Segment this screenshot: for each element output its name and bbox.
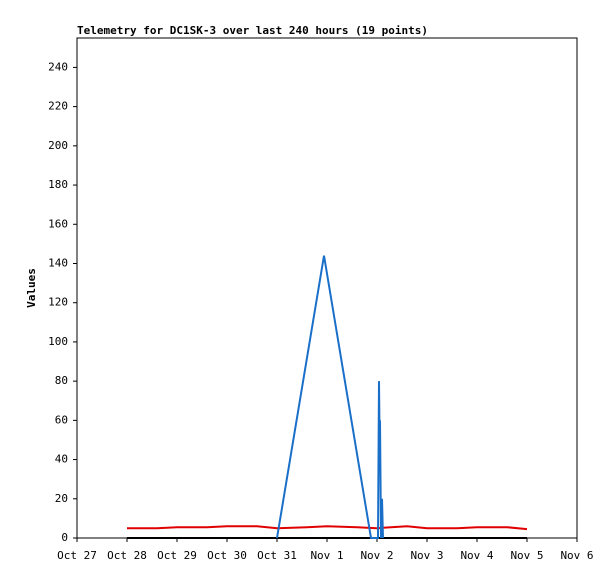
x-tick-label: Nov 4	[460, 549, 493, 562]
y-tick-label: 60	[55, 413, 68, 426]
x-tick-label: Oct 30	[207, 549, 247, 562]
y-tick-label: 140	[48, 256, 68, 269]
y-tick-label: 180	[48, 178, 68, 191]
x-tick-label: Nov 5	[510, 549, 543, 562]
x-tick-label: Oct 28	[107, 549, 147, 562]
y-tick-label: 80	[55, 374, 68, 387]
series-line	[127, 525, 528, 531]
y-tick-label: 200	[48, 139, 68, 152]
x-tick-label: Nov 3	[410, 549, 443, 562]
y-tick-label: 20	[55, 492, 68, 505]
y-tick-label: 100	[48, 335, 68, 348]
x-tick-label: Nov 2	[360, 549, 393, 562]
y-tick-label: 40	[55, 453, 68, 466]
x-tick-label: Nov 1	[310, 549, 343, 562]
y-tick-label: 160	[48, 217, 68, 230]
y-tick-label: 240	[48, 60, 68, 73]
x-tick-label: Oct 31	[257, 549, 297, 562]
y-tick-label: 120	[48, 296, 68, 309]
series-line	[276, 255, 384, 539]
x-tick-label: Oct 27	[57, 549, 97, 562]
y-tick-label: 220	[48, 100, 68, 113]
chart-title: Telemetry for DC1SK-3 over last 240 hour…	[77, 24, 428, 37]
x-tick-label: Oct 29	[157, 549, 197, 562]
plot-frame	[76, 37, 578, 539]
y-tick-label: 0	[61, 531, 68, 544]
y-axis-label: Values	[25, 268, 38, 308]
x-tick-label: Nov 6	[560, 549, 593, 562]
